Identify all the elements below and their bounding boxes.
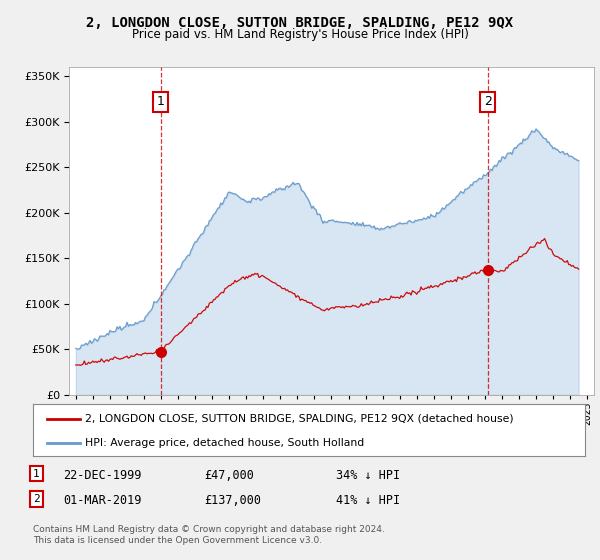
- Text: 2: 2: [33, 494, 40, 504]
- Text: 2: 2: [484, 95, 492, 108]
- Text: 2, LONGDON CLOSE, SUTTON BRIDGE, SPALDING, PE12 9QX: 2, LONGDON CLOSE, SUTTON BRIDGE, SPALDIN…: [86, 16, 514, 30]
- Text: 1: 1: [33, 469, 40, 479]
- Text: 34% ↓ HPI: 34% ↓ HPI: [336, 469, 400, 482]
- Text: Price paid vs. HM Land Registry's House Price Index (HPI): Price paid vs. HM Land Registry's House …: [131, 28, 469, 41]
- Text: £47,000: £47,000: [204, 469, 254, 482]
- Text: 01-MAR-2019: 01-MAR-2019: [63, 494, 142, 507]
- Text: Contains HM Land Registry data © Crown copyright and database right 2024.
This d: Contains HM Land Registry data © Crown c…: [33, 525, 385, 545]
- Text: 1: 1: [157, 95, 164, 108]
- Text: 41% ↓ HPI: 41% ↓ HPI: [336, 494, 400, 507]
- Text: 2, LONGDON CLOSE, SUTTON BRIDGE, SPALDING, PE12 9QX (detached house): 2, LONGDON CLOSE, SUTTON BRIDGE, SPALDIN…: [85, 414, 514, 424]
- Text: 22-DEC-1999: 22-DEC-1999: [63, 469, 142, 482]
- Text: HPI: Average price, detached house, South Holland: HPI: Average price, detached house, Sout…: [85, 438, 365, 449]
- Text: £137,000: £137,000: [204, 494, 261, 507]
